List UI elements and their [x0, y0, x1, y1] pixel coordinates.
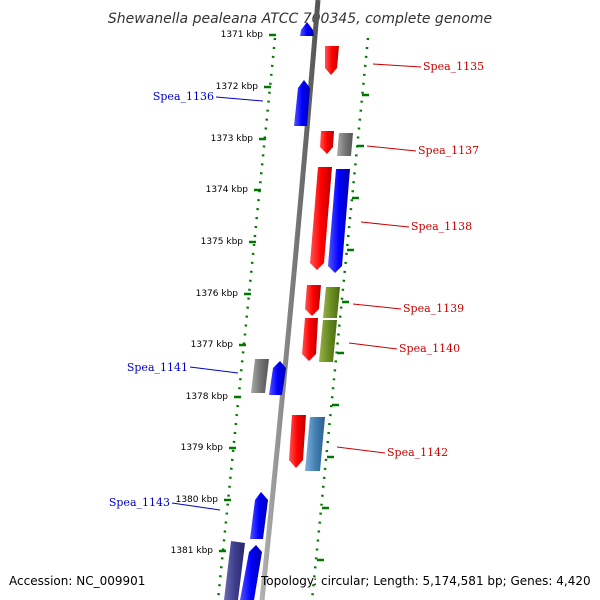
gene-arrow-spea-1137-gray[interactable] [337, 133, 353, 156]
gene-label-spea-1142[interactable]: Spea_1142 [387, 446, 448, 459]
right-tick-marks [317, 93, 369, 562]
gene-arrow-spea-1142-steel[interactable] [305, 417, 325, 471]
gene-label-spea-1140[interactable]: Spea_1140 [399, 342, 460, 355]
kbp-label: 1380 kbp [176, 495, 219, 505]
gene-label-spea-1136[interactable]: Spea_1136 [153, 90, 214, 103]
gene-arrow-bottom-blue[interactable] [240, 545, 262, 600]
kbp-tick-marks [219, 33, 276, 553]
gene-arrow-spea-1136[interactable] [294, 80, 310, 126]
accession-text: Accession: NC_009901 [9, 574, 146, 588]
gene-arrow-spea-1140-red[interactable] [302, 318, 318, 361]
gene-arrow-top-partial[interactable] [300, 22, 314, 36]
gene-arrow-spea-1138-red[interactable] [310, 167, 332, 270]
gene-arrow-spea-1140-olive[interactable] [319, 320, 337, 362]
gene-arrow-spea-1141-gray[interactable] [251, 359, 269, 393]
genome-backbone [259, 0, 321, 600]
gene-arrow-spea-1138-blue[interactable] [328, 169, 350, 273]
left-guide-line [216, 37, 277, 600]
gene-arrow-spea-1137-red[interactable] [320, 131, 334, 154]
gene-arrow-bottom-indigo[interactable] [224, 541, 245, 600]
kbp-label: 1378 kbp [186, 392, 229, 402]
kbp-label: 1374 kbp [206, 185, 249, 195]
gene-arrow-spea-1143[interactable] [250, 492, 268, 539]
gene-label-spea-1143[interactable]: Spea_1143 [109, 496, 170, 509]
gene-arrow-spea-1142-red[interactable] [289, 415, 306, 468]
map-title: Shewanella pealeana ATCC 700345, complet… [108, 11, 492, 27]
gene-labels: Spea_1135 Spea_1136 Spea_1137 Spea_1138 … [109, 60, 484, 509]
topology-text: Topology: circular; Length: 5,174,581 bp… [261, 574, 591, 588]
gene-arrow-spea-1141[interactable] [269, 361, 286, 395]
gene-arrow-spea-1135[interactable] [325, 46, 339, 75]
gene-arrow-spea-1139-olive[interactable] [323, 287, 340, 318]
kbp-label: 1373 kbp [211, 134, 254, 144]
gene-label-spea-1138[interactable]: Spea_1138 [411, 220, 472, 233]
gene-label-spea-1135[interactable]: Spea_1135 [423, 60, 484, 73]
gene-label-spea-1137[interactable]: Spea_1137 [418, 144, 479, 157]
kbp-labels: 1371 kbp 1372 kbp 1373 kbp 1374 kbp 1375… [171, 30, 264, 556]
gene-label-spea-1139[interactable]: Spea_1139 [403, 302, 464, 315]
kbp-label: 1376 kbp [196, 289, 239, 299]
kbp-label: 1379 kbp [181, 443, 224, 453]
kbp-label: 1375 kbp [201, 237, 244, 247]
gene-arrow-spea-1139-red[interactable] [305, 285, 321, 316]
kbp-label: 1372 kbp [216, 82, 259, 92]
kbp-label: 1381 kbp [171, 546, 214, 556]
label-connectors [171, 63, 422, 511]
gene-label-spea-1141[interactable]: Spea_1141 [127, 361, 188, 374]
kbp-label: 1377 kbp [191, 340, 234, 350]
right-guide-line [310, 37, 370, 600]
kbp-label: 1371 kbp [221, 30, 264, 40]
